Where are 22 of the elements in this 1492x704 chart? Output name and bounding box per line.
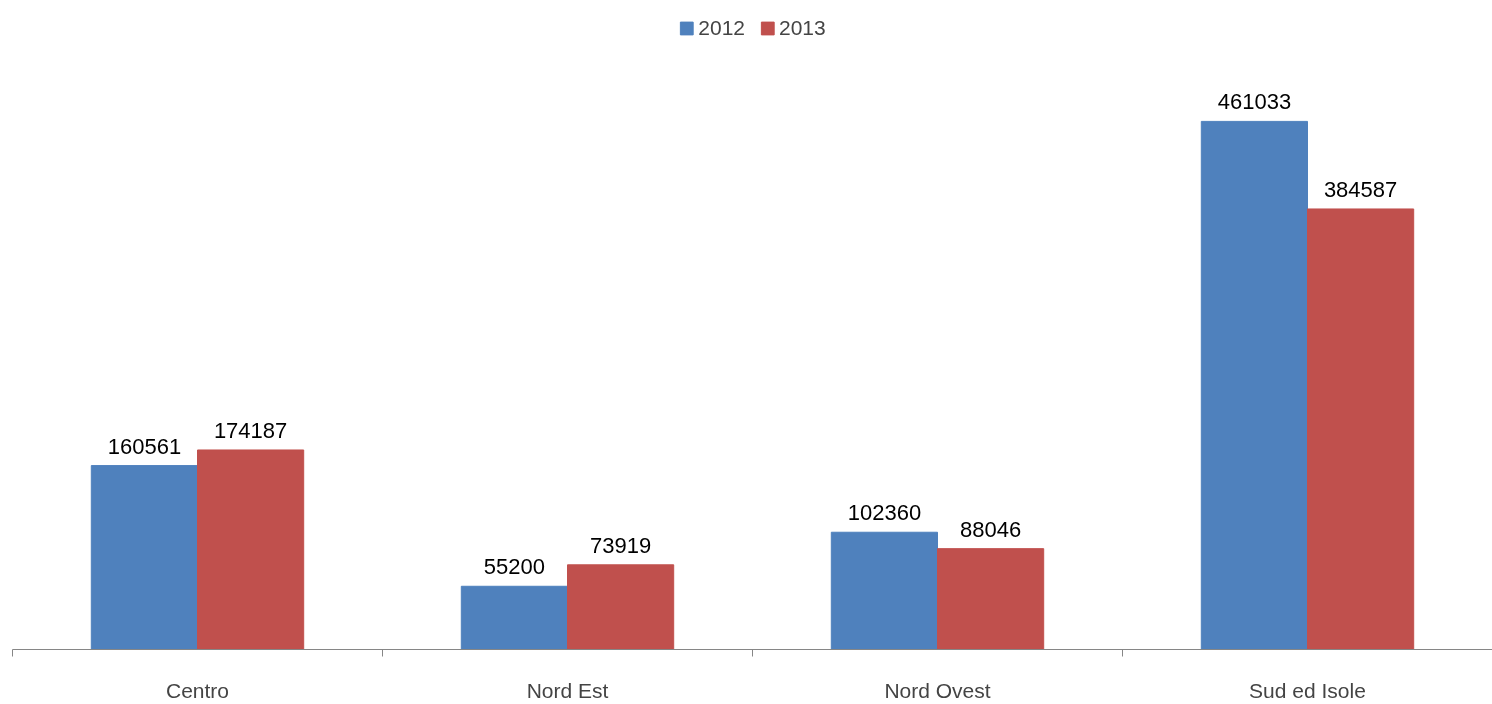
- bar: [937, 548, 1045, 650]
- bar: [830, 531, 938, 650]
- x-tick-label: Centro: [165, 678, 230, 702]
- legend-label: 2012: [698, 16, 745, 40]
- bar: [1307, 208, 1415, 650]
- x-tick-label: Nord Est: [526, 678, 609, 702]
- data-label: 55200: [483, 554, 545, 580]
- data-label: 160561: [107, 433, 182, 459]
- legend-label: 2013: [779, 16, 826, 40]
- x-tick-label: Sud ed Isole: [1249, 678, 1366, 702]
- bar: [90, 465, 198, 650]
- x-tick-label: Nord Ovest: [884, 678, 991, 702]
- data-label: 461033: [1217, 89, 1292, 115]
- bar: [460, 585, 568, 650]
- data-label: 88046: [960, 516, 1022, 542]
- data-label: 174187: [213, 417, 288, 443]
- bar: [197, 449, 305, 650]
- bar: [567, 564, 675, 650]
- bar: [1200, 120, 1308, 650]
- data-label: 384587: [1323, 176, 1398, 202]
- data-label: 102360: [847, 500, 922, 526]
- data-label: 73919: [590, 532, 652, 558]
